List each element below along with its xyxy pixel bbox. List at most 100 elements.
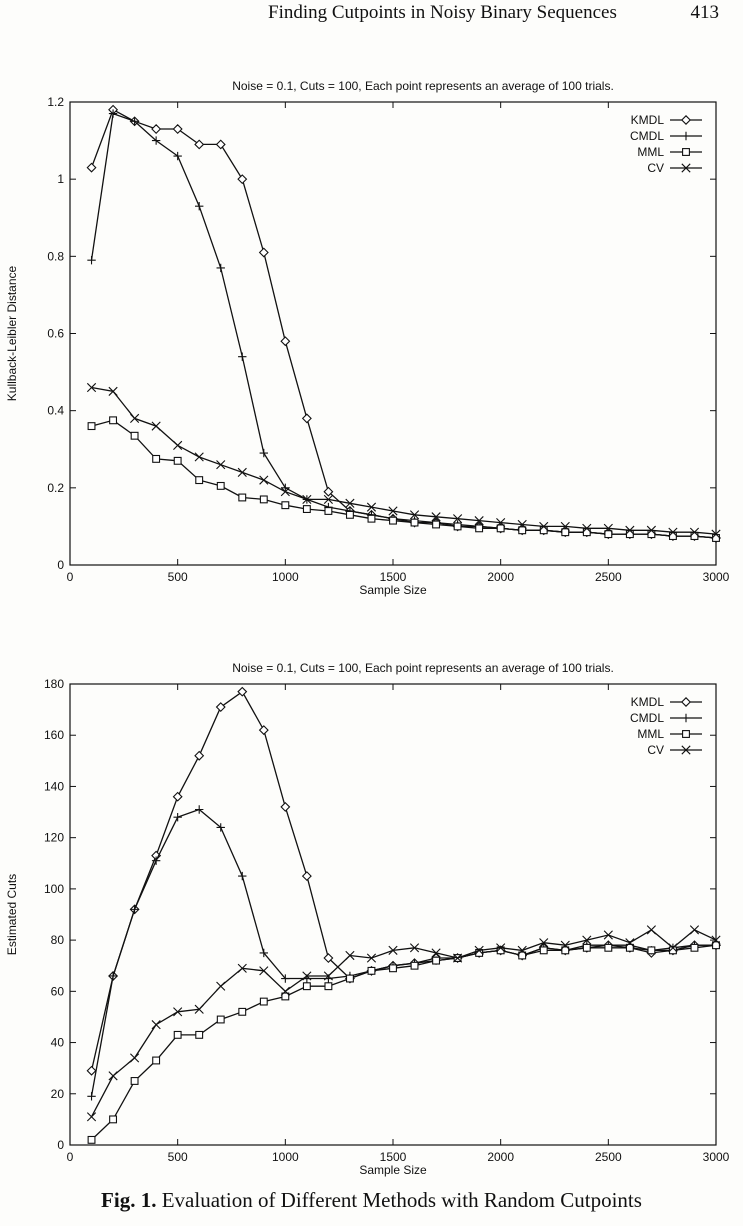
data-point [173, 440, 183, 450]
series-mml [87, 416, 720, 542]
y-tick-label: 100 [44, 882, 64, 896]
data-point [259, 948, 268, 958]
x-tick-label: 1500 [380, 570, 407, 584]
x-tick-label: 2000 [487, 1150, 514, 1164]
data-point [625, 943, 634, 952]
data-point [668, 532, 677, 541]
data-point [324, 507, 333, 515]
data-point [409, 510, 420, 520]
data-point [345, 498, 355, 508]
x-tick-label: 2000 [487, 570, 514, 584]
data-point [668, 527, 678, 537]
data-point [711, 935, 721, 945]
data-point [517, 945, 527, 955]
data-point [238, 1007, 247, 1016]
data-point [301, 871, 312, 882]
data-point [539, 526, 548, 535]
page-number: 413 [690, 2, 720, 23]
x-tick-label: 1500 [380, 1150, 407, 1164]
data-point [259, 966, 269, 976]
legend-label: CV [647, 743, 664, 757]
data-point [410, 518, 419, 527]
data-point [388, 506, 398, 516]
figure-caption-text: Evaluation of Different Methods with Ran… [161, 1188, 642, 1212]
data-point [280, 986, 290, 996]
data-point [194, 452, 204, 462]
series-cmdl [87, 805, 721, 1101]
data-point [259, 495, 268, 504]
series-line [90, 690, 716, 1071]
x-tick-label: 2500 [595, 1150, 622, 1164]
data-point [195, 201, 204, 211]
data-point [604, 530, 613, 539]
y-tick-label: 140 [44, 779, 64, 793]
page-header: Finding Cutpoints in Noisy Binary Sequen… [0, 0, 743, 40]
series-cv [86, 925, 721, 1122]
data-point [539, 521, 549, 532]
data-point [173, 1030, 182, 1039]
data-point [646, 925, 656, 935]
series-cv [86, 382, 721, 539]
x-tick-label: 500 [168, 1150, 188, 1164]
data-point [560, 521, 570, 532]
legend-label: MML [637, 727, 664, 741]
data-point [345, 974, 354, 983]
x-tick-label: 500 [168, 570, 188, 584]
data-point [237, 963, 247, 973]
data-point [389, 516, 397, 525]
y-tick-label: 40 [51, 1036, 65, 1050]
y-axis-label: Estimated Cuts [5, 874, 19, 955]
data-point [496, 943, 506, 953]
x-tick-label: 1000 [272, 1150, 299, 1164]
data-point [194, 1004, 204, 1014]
legend-label: MML [637, 145, 664, 159]
data-point [216, 981, 226, 991]
y-tick-label: 1.2 [47, 95, 64, 109]
data-point [238, 493, 247, 502]
running-title: Finding Cutpoints in Noisy Binary Sequen… [268, 2, 617, 23]
data-point [151, 856, 161, 865]
legend-label: CMDL [630, 129, 664, 143]
data-point [603, 523, 613, 533]
figure-label: Fig. 1. [101, 1188, 157, 1212]
y-tick-label: 120 [44, 831, 64, 845]
data-point [475, 948, 484, 957]
data-point [108, 386, 118, 396]
data-point [152, 1056, 161, 1065]
y-tick-label: 1 [57, 172, 64, 186]
data-point [561, 528, 570, 537]
data-point [216, 823, 225, 832]
data-point [130, 413, 140, 423]
x-axis-label: Sample Size [359, 1163, 427, 1177]
data-point [625, 525, 635, 535]
data-point [216, 460, 226, 470]
data-point [560, 940, 570, 950]
legend-marker [682, 148, 690, 156]
data-point [496, 946, 505, 955]
data-point [323, 486, 334, 497]
data-point [689, 925, 700, 935]
y-tick-label: 0.4 [47, 404, 64, 418]
data-point [712, 534, 720, 542]
y-tick-label: 0.8 [47, 249, 64, 263]
series-line [90, 808, 716, 1097]
data-point [302, 494, 312, 504]
data-point [604, 943, 613, 952]
data-point [345, 510, 354, 519]
kl-distance-chart: Noise = 0.1, Cuts = 100, Each point repr… [5, 79, 730, 597]
data-point [432, 956, 441, 965]
data-point [625, 938, 635, 948]
y-tick-label: 160 [44, 728, 64, 742]
data-point [280, 336, 291, 347]
data-point [215, 702, 226, 713]
legend-label: CMDL [630, 711, 664, 725]
data-point [130, 117, 139, 126]
legend: KMDL CMDL MML CV [630, 695, 702, 757]
data-point [302, 505, 311, 514]
y-tick-label: 0.2 [47, 481, 64, 495]
data-point [86, 1112, 97, 1122]
y-tick-label: 0 [57, 1138, 64, 1152]
y-tick-label: 20 [51, 1087, 65, 1101]
data-point [194, 139, 205, 150]
series-line [90, 929, 717, 1118]
